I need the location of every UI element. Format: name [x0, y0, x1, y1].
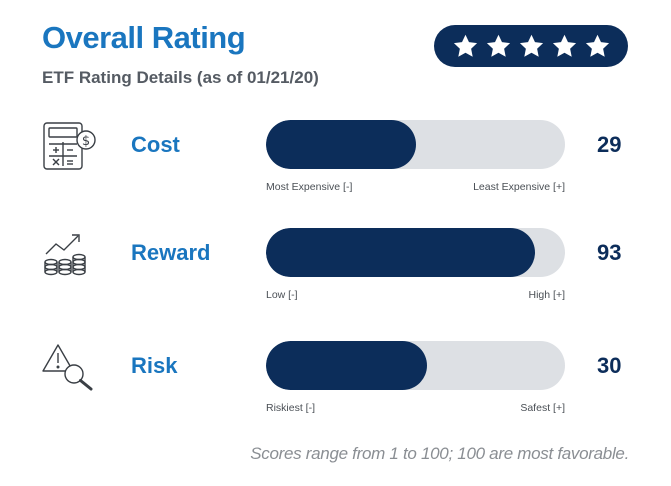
- warning-magnifier-icon: [42, 344, 93, 391]
- growth-chart-icon: [44, 234, 86, 276]
- star-icon: [552, 34, 576, 57]
- rating-row-cost: $ Cost 29 Most Expensive [-] Least Expen…: [0, 120, 671, 220]
- page-subtitle: ETF Rating Details (as of 01/21/20): [42, 68, 319, 87]
- scale-max-label: High [+]: [528, 289, 565, 301]
- score-bar-fill: [266, 120, 416, 169]
- score-bar-fill: [266, 341, 428, 390]
- scale-min-label: Low [-]: [266, 289, 298, 301]
- score-bar: [266, 228, 565, 277]
- scale-min-label: Riskiest [-]: [266, 402, 316, 414]
- svg-text:$: $: [82, 134, 90, 149]
- star-icon: [519, 34, 543, 57]
- score-bar: [266, 341, 565, 390]
- scale-max-label: Least Expensive [+]: [473, 181, 565, 193]
- star-icon: [486, 34, 510, 57]
- footnote: Scores range from 1 to 100; 100 are most…: [250, 444, 629, 463]
- row-label: Risk: [131, 353, 178, 378]
- score-value: 93: [597, 240, 622, 265]
- row-label: Cost: [131, 132, 180, 157]
- star-rating: [434, 25, 628, 67]
- rating-row-reward: Reward 93 Low [-] High [+]: [0, 228, 671, 328]
- scale-max-label: Safest [+]: [520, 402, 565, 414]
- page-title: Overall Rating: [42, 20, 246, 55]
- score-bar: [266, 120, 565, 169]
- star-icon: [585, 34, 609, 57]
- star-icon: [453, 34, 477, 57]
- scale-min-label: Most Expensive [-]: [266, 181, 353, 193]
- calculator-icon: $: [43, 122, 96, 170]
- score-bar-fill: [266, 228, 536, 277]
- rating-row-risk: Risk 30 Riskiest [-] Safest [+]: [0, 341, 671, 441]
- row-label: Reward: [131, 240, 211, 265]
- score-value: 29: [597, 132, 622, 157]
- score-value: 30: [597, 353, 622, 378]
